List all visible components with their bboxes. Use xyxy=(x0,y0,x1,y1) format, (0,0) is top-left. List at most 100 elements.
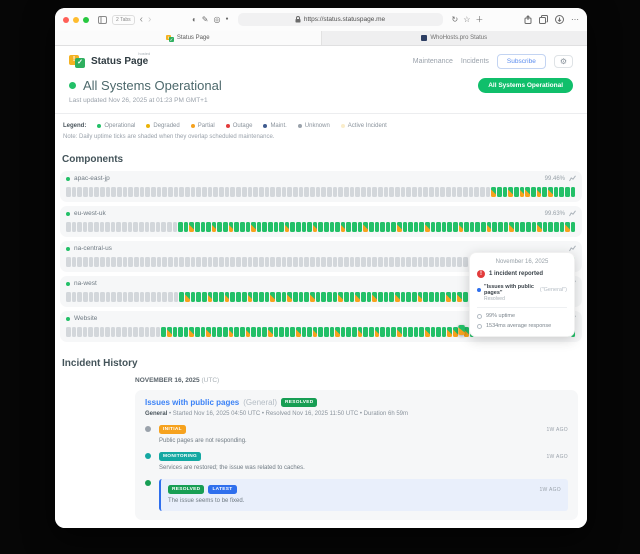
uptime-tick[interactable] xyxy=(195,327,200,337)
uptime-tick[interactable] xyxy=(275,187,281,197)
uptime-tick[interactable] xyxy=(463,292,468,302)
uptime-tick[interactable] xyxy=(525,187,531,197)
uptime-tick[interactable] xyxy=(411,257,417,267)
uptime-tick[interactable] xyxy=(211,222,217,232)
uptime-tick[interactable] xyxy=(82,327,88,337)
new-tab-plus-icon[interactable]: ＋ xyxy=(475,14,484,24)
uptime-tick[interactable] xyxy=(122,222,127,232)
incident-title-link[interactable]: Issues with public pages xyxy=(145,398,240,407)
uptime-tick[interactable] xyxy=(105,187,111,197)
uptime-tick[interactable] xyxy=(172,327,178,337)
uptime-tick[interactable] xyxy=(312,222,318,232)
uptime-tick[interactable] xyxy=(417,257,423,267)
uptime-tick[interactable] xyxy=(383,187,389,197)
extensions-icon[interactable]: ◎ xyxy=(213,14,221,24)
url-bar[interactable]: https://status.statuspage.me xyxy=(237,13,443,26)
uptime-tick[interactable] xyxy=(178,327,183,337)
uptime-tick[interactable] xyxy=(236,187,241,197)
uptime-tick[interactable] xyxy=(139,257,145,267)
uptime-tick[interactable] xyxy=(236,292,241,302)
uptime-tick[interactable] xyxy=(134,257,139,267)
tab-whohosts[interactable]: WhoHosts.pro Status xyxy=(322,31,588,45)
uptime-tick[interactable] xyxy=(247,257,253,267)
uptime-tick[interactable] xyxy=(281,187,287,197)
uptime-tick[interactable] xyxy=(151,257,156,267)
uptime-tick[interactable] xyxy=(150,327,155,337)
uptime-tick[interactable] xyxy=(213,257,219,267)
uptime-tick[interactable] xyxy=(234,327,239,337)
uptime-tick[interactable] xyxy=(162,292,168,302)
uptime-tick[interactable] xyxy=(385,327,391,337)
uptime-tick[interactable] xyxy=(440,292,446,302)
uptime-tick[interactable] xyxy=(117,292,122,302)
uptime-tick[interactable] xyxy=(99,327,105,337)
uptime-tick[interactable] xyxy=(355,187,360,197)
uptime-tick[interactable] xyxy=(213,187,219,197)
uptime-tick[interactable] xyxy=(497,187,502,197)
uptime-tick[interactable] xyxy=(99,222,105,232)
uptime-tick[interactable] xyxy=(423,292,428,302)
brand-logo[interactable]: ! ✓ Status Page hosted xyxy=(69,51,150,69)
uptime-tick[interactable] xyxy=(366,257,372,267)
uptime-tick[interactable] xyxy=(391,327,396,337)
uptime-tick[interactable] xyxy=(383,257,389,267)
uptime-tick[interactable] xyxy=(321,257,326,267)
uptime-tick[interactable] xyxy=(492,222,497,232)
uptime-tick[interactable] xyxy=(100,292,105,302)
nav-maintenance[interactable]: Maintenance xyxy=(412,58,453,65)
uptime-tick[interactable] xyxy=(122,292,128,302)
uptime-tick[interactable] xyxy=(256,327,262,337)
uptime-tick[interactable] xyxy=(377,187,383,197)
uptime-tick[interactable] xyxy=(355,292,360,302)
uptime-tick[interactable] xyxy=(360,187,366,197)
uptime-tick[interactable] xyxy=(264,257,270,267)
uptime-tick[interactable] xyxy=(151,292,156,302)
uptime-tick[interactable] xyxy=(304,187,309,197)
uptime-tick[interactable] xyxy=(349,292,355,302)
uptime-tick[interactable] xyxy=(514,222,520,232)
uptime-tick[interactable] xyxy=(447,327,453,337)
uptime-tick[interactable] xyxy=(202,292,207,302)
uptime-tick[interactable] xyxy=(190,187,196,197)
uptime-tick[interactable] xyxy=(224,187,230,197)
uptime-tick[interactable] xyxy=(183,327,189,337)
uptime-tick[interactable] xyxy=(156,257,162,267)
uptime-tick[interactable] xyxy=(307,222,312,232)
reader-mode-icon[interactable]: ◐ xyxy=(191,14,197,24)
chart-icon[interactable] xyxy=(569,245,576,252)
uptime-tick[interactable] xyxy=(77,187,83,197)
uptime-tick[interactable] xyxy=(151,187,156,197)
uptime-tick[interactable] xyxy=(161,222,166,232)
subscribe-button[interactable]: Subscribe xyxy=(496,54,546,69)
uptime-tick[interactable] xyxy=(332,257,338,267)
uptime-tick[interactable] xyxy=(352,222,357,232)
uptime-tick[interactable] xyxy=(105,327,110,337)
uptime-tick[interactable] xyxy=(287,292,292,302)
gear-icon[interactable]: ⚙ xyxy=(553,54,573,69)
uptime-tick[interactable] xyxy=(332,292,338,302)
uptime-tick[interactable] xyxy=(394,292,400,302)
uptime-tick[interactable] xyxy=(368,222,374,232)
uptime-tick[interactable] xyxy=(105,292,111,302)
uptime-tick[interactable] xyxy=(77,327,82,337)
uptime-tick[interactable] xyxy=(436,327,441,337)
uptime-tick[interactable] xyxy=(88,222,94,232)
uptime-tick[interactable] xyxy=(419,327,424,337)
sidebar-icon[interactable] xyxy=(98,15,107,24)
uptime-tick[interactable] xyxy=(173,257,179,267)
uptime-tick[interactable] xyxy=(219,292,224,302)
uptime-tick[interactable] xyxy=(247,292,253,302)
uptime-tick[interactable] xyxy=(411,292,417,302)
uptime-tick[interactable] xyxy=(324,327,329,337)
uptime-tick[interactable] xyxy=(338,292,343,302)
uptime-tick[interactable] xyxy=(77,257,83,267)
uptime-tick[interactable] xyxy=(71,327,77,337)
uptime-tick[interactable] xyxy=(374,327,380,337)
uptime-tick[interactable] xyxy=(213,292,219,302)
uptime-bar[interactable] xyxy=(66,221,576,232)
uptime-tick[interactable] xyxy=(66,222,71,232)
uptime-tick[interactable] xyxy=(168,292,173,302)
uptime-tick[interactable] xyxy=(256,222,262,232)
uptime-tick[interactable] xyxy=(145,187,151,197)
uptime-tick[interactable] xyxy=(436,222,441,232)
